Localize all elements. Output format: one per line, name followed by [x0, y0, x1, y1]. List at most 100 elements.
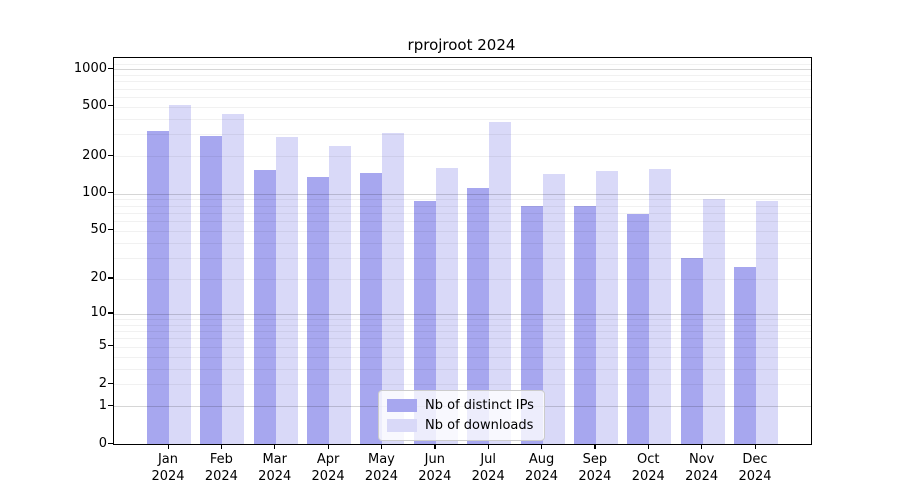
legend: Nb of distinct IPs Nb of downloads [378, 390, 545, 441]
x-tick-label: Feb 2024 [186, 451, 256, 485]
x-tick-mark [594, 444, 596, 449]
gridline-minor [114, 106, 811, 108]
gridline-major [114, 69, 811, 71]
bar-distinct-ips-jan [147, 130, 169, 444]
x-tick-mark [647, 444, 649, 449]
bar-downloads-oct [649, 169, 672, 444]
y-tick-label: 20 [90, 270, 107, 286]
x-tick-label: Mar 2024 [240, 451, 310, 485]
bar-downloads-jul [489, 121, 512, 444]
x-tick-mark [380, 444, 383, 449]
bar-downloads-apr [329, 146, 352, 444]
x-tick-label: Oct 2024 [613, 451, 683, 485]
x-tick-label: Nov 2024 [667, 451, 737, 485]
x-tick-month: Jun [424, 452, 445, 467]
bar-downloads-aug [542, 173, 565, 444]
gridline-minor [114, 88, 811, 90]
x-tick-label: Dec 2024 [720, 451, 790, 485]
y-tick-mark [108, 277, 113, 279]
bar-downloads-may [382, 132, 405, 444]
x-tick-mark [220, 444, 223, 449]
x-tick-month: Jan [157, 452, 179, 467]
y-tick-mark [108, 312, 113, 314]
x-tick-mark [541, 444, 543, 449]
x-tick-year: 2024 [151, 469, 185, 484]
bar-downloads-dec [756, 201, 778, 444]
x-tick-label: Aug 2024 [507, 451, 577, 485]
bar-distinct-ips-mar [253, 169, 276, 444]
legend-swatch-downloads [387, 419, 417, 432]
x-tick-year: 2024 [258, 469, 292, 484]
x-tick-month: Sep [582, 452, 608, 467]
x-tick-month: Apr [316, 452, 340, 467]
x-tick-label: Sep 2024 [560, 451, 630, 485]
x-tick-month: Dec [742, 452, 768, 467]
y-tick-mark [108, 404, 113, 407]
gridline-minor [114, 96, 811, 98]
x-tick-label: May 2024 [346, 451, 416, 485]
x-tick-label: Apr 2024 [293, 451, 363, 485]
bar-downloads-nov [702, 199, 725, 444]
bar-downloads-mar [275, 137, 298, 444]
x-tick-year: 2024 [685, 469, 719, 484]
bar-distinct-ips-dec [734, 267, 756, 444]
bar-distinct-ips-sep [573, 205, 596, 444]
bar-distinct-ips-jul [467, 187, 490, 444]
x-tick-year: 2024 [524, 469, 559, 484]
legend-label-downloads: Nb of downloads [425, 418, 534, 433]
x-tick-month: Aug [528, 452, 555, 467]
bar-downloads-feb [222, 113, 245, 444]
y-tick-label: 50 [90, 222, 107, 238]
x-tick-mark [754, 444, 756, 449]
gridline-minor [114, 118, 811, 120]
y-tick-mark [108, 105, 113, 107]
bar-distinct-ips-nov [680, 257, 703, 444]
x-tick-year: 2024 [311, 469, 345, 484]
y-tick-mark [108, 229, 113, 231]
y-tick-mark [108, 67, 113, 69]
x-tick-year: 2024 [738, 469, 772, 484]
y-tick-label: 2 [98, 375, 107, 391]
x-tick-year: 2024 [418, 469, 452, 484]
y-tick-mark [108, 345, 113, 347]
bar-distinct-ips-feb [200, 135, 223, 444]
y-tick-label: 5 [98, 338, 107, 354]
x-tick-label: Jan 2024 [133, 451, 203, 485]
bar-distinct-ips-may [360, 173, 383, 444]
legend-entry-downloads: Nb of downloads [387, 418, 534, 433]
x-tick-year: 2024 [204, 469, 238, 484]
gridline-minor [114, 81, 811, 83]
gridline-minor [114, 64, 811, 66]
x-tick-year: 2024 [471, 469, 505, 484]
x-tick-mark [274, 444, 276, 449]
x-tick-year: 2024 [364, 469, 398, 484]
x-tick-mark [701, 444, 703, 449]
legend-entry-distinct-ips: Nb of distinct IPs [387, 398, 534, 413]
y-tick-mark [108, 442, 113, 444]
plot-area: Nb of distinct IPs Nb of downloads [113, 57, 812, 445]
bar-distinct-ips-aug [520, 205, 543, 444]
legend-swatch-distinct-ips [387, 399, 417, 412]
x-tick-mark [167, 444, 169, 449]
x-tick-mark [487, 444, 489, 449]
bar-downloads-jan [169, 104, 191, 444]
y-tick-label: 200 [82, 147, 107, 163]
bar-distinct-ips-jun [413, 200, 436, 444]
bar-distinct-ips-oct [627, 214, 650, 444]
y-tick-label: 10 [90, 305, 107, 321]
x-tick-month: May [368, 452, 395, 467]
y-tick-mark [108, 154, 113, 156]
x-tick-label: Jun 2024 [400, 451, 470, 485]
x-tick-month: Feb [209, 452, 233, 467]
chart-title: rprojroot 2024 [407, 36, 516, 54]
bar-downloads-jun [435, 167, 458, 444]
x-tick-label: Jul 2024 [453, 451, 523, 485]
x-tick-year: 2024 [631, 469, 665, 484]
y-tick-label: 100 [82, 185, 107, 201]
y-tick-label: 1 [98, 397, 107, 413]
x-tick-mark [327, 444, 329, 449]
y-tick-mark [108, 192, 113, 194]
x-tick-year: 2024 [578, 469, 612, 484]
x-tick-month: Mar [262, 452, 287, 467]
y-tick-mark [108, 382, 113, 385]
